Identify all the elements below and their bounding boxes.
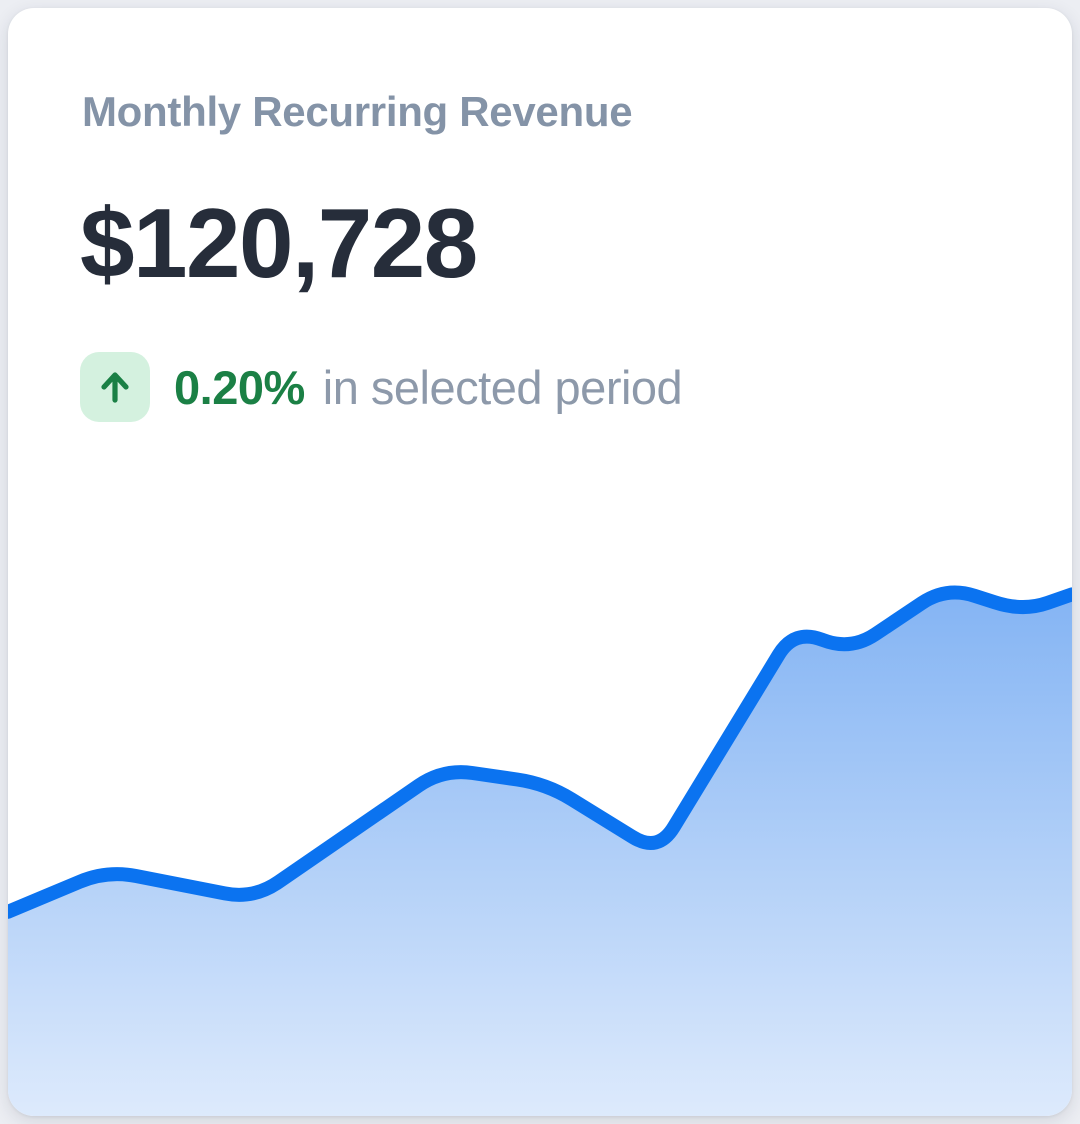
mrr-value: $120,728	[80, 188, 478, 298]
card-title: Monthly Recurring Revenue	[82, 88, 633, 135]
arrow-up-icon	[101, 372, 129, 403]
chart-area-fill	[8, 592, 1072, 1116]
delta-percent: 0.20%	[174, 360, 305, 414]
revenue-area-chart	[8, 564, 1072, 1116]
delta-row: 0.20% in selected period	[80, 352, 683, 422]
trend-badge	[80, 352, 150, 422]
delta-caption: in selected period	[322, 360, 683, 414]
revenue-chart-svg	[8, 585, 1072, 1116]
mrr-metric-card: Monthly Recurring Revenue $120,728 0.20%…	[8, 8, 1072, 1116]
chart-line	[8, 585, 1072, 919]
